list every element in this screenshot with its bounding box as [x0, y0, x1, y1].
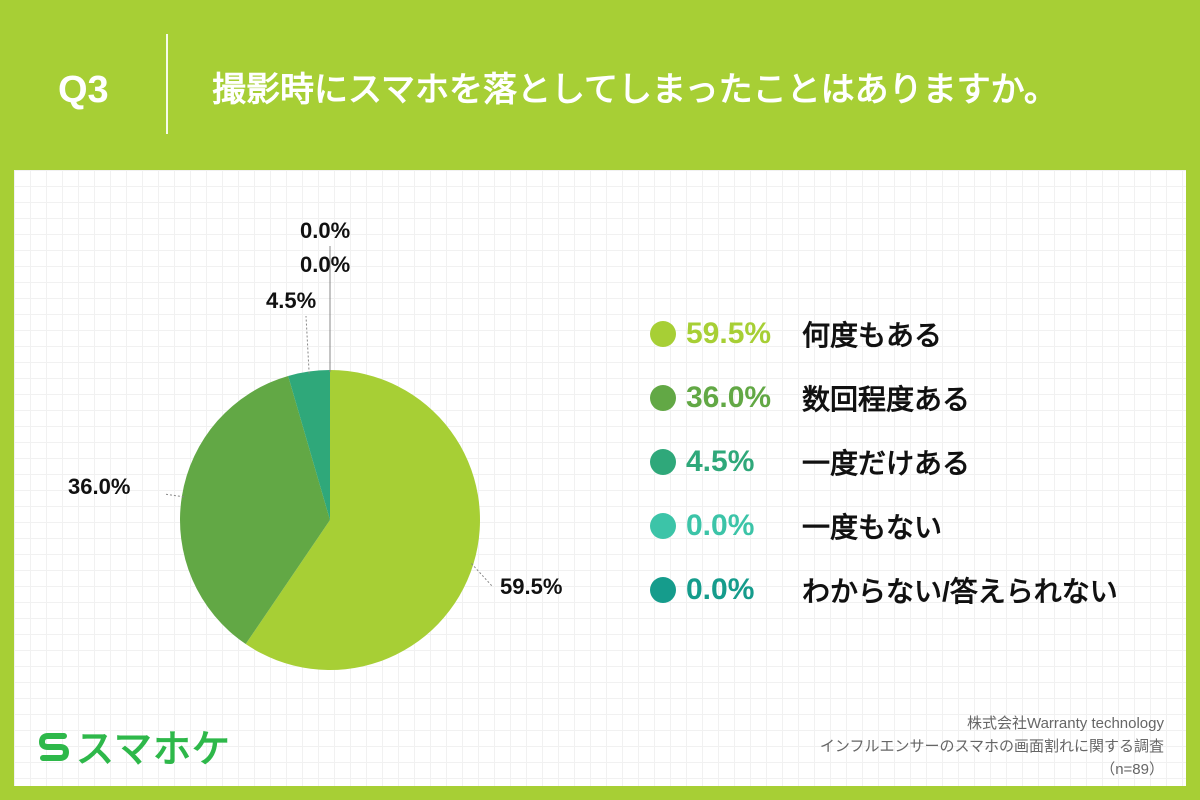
legend-dot-icon [650, 321, 676, 347]
legend-dot-icon [650, 513, 676, 539]
chart-panel: 59.5% 36.0% 4.5% 0.0% 0.0% 59.5% 何度もある 3… [14, 170, 1186, 786]
legend-label: 一度だけある [802, 448, 971, 479]
source-survey: インフルエンサーのスマホの画面割れに関する調査 [819, 738, 1164, 755]
legend-percent: 0.0% [686, 573, 755, 606]
leader-line-1 [163, 493, 184, 498]
legend-percent: 36.0% [686, 381, 772, 414]
legend-item: 0.0% わからない/答えられない [650, 558, 1118, 622]
legend-dot-icon [650, 449, 676, 475]
logo-text: スマホケ [76, 729, 231, 771]
legend-item: 4.5% 一度だけある [650, 430, 1118, 494]
source-company: 株式会社Warranty technology [966, 715, 1164, 732]
legend-item: 59.5% 何度もある [650, 302, 1118, 366]
brand-logo: スマホケ [36, 718, 231, 773]
legend-dot-icon [650, 577, 676, 603]
legend-label: 一度もない [802, 512, 943, 543]
legend-percent: 4.5% [686, 445, 755, 478]
pie-label-slice-0: 59.5% [500, 574, 563, 599]
pie-slice-1 [180, 375, 330, 645]
logo-s-icon [39, 732, 69, 761]
question-title: 撮影時にスマホを落としてしまったことはありますか。 [212, 71, 1058, 109]
pie-slice-2 [288, 370, 330, 520]
pie-label-slice-2: 4.5% [266, 288, 317, 313]
question-number: Q3 [58, 69, 109, 111]
legend-item: 36.0% 数回程度ある [650, 366, 1118, 430]
source-sample: （n=89） [1100, 761, 1164, 778]
header: Q3 撮影時にスマホを落としてしまったことはありますか。 [0, 0, 1200, 170]
legend: 59.5% 何度もある 36.0% 数回程度ある 4.5% 一度だけある 0.0… [650, 302, 1118, 622]
legend-dot-icon [650, 385, 676, 411]
pie-label-slice-4: 0.0% [300, 218, 351, 243]
legend-percent: 0.0% [686, 509, 755, 542]
legend-label: 何度もある [802, 320, 943, 351]
leader-line-0 [471, 563, 493, 587]
pie-label-slice-3: 0.0% [300, 252, 351, 277]
legend-item: 0.0% 一度もない [650, 494, 1118, 558]
source-note: 株式会社Warranty technology インフルエンサーのスマホの画面割… [820, 712, 1164, 781]
pie-label-slice-1: 36.0% [68, 474, 131, 499]
header-divider [166, 34, 168, 134]
pie-slice-0 [245, 370, 480, 670]
pie-chart [163, 246, 493, 670]
legend-label: 数回程度ある [802, 384, 971, 415]
legend-percent: 59.5% [686, 317, 772, 350]
legend-label: わからない/答えられない [802, 576, 1118, 607]
leader-line-2 [305, 315, 310, 374]
